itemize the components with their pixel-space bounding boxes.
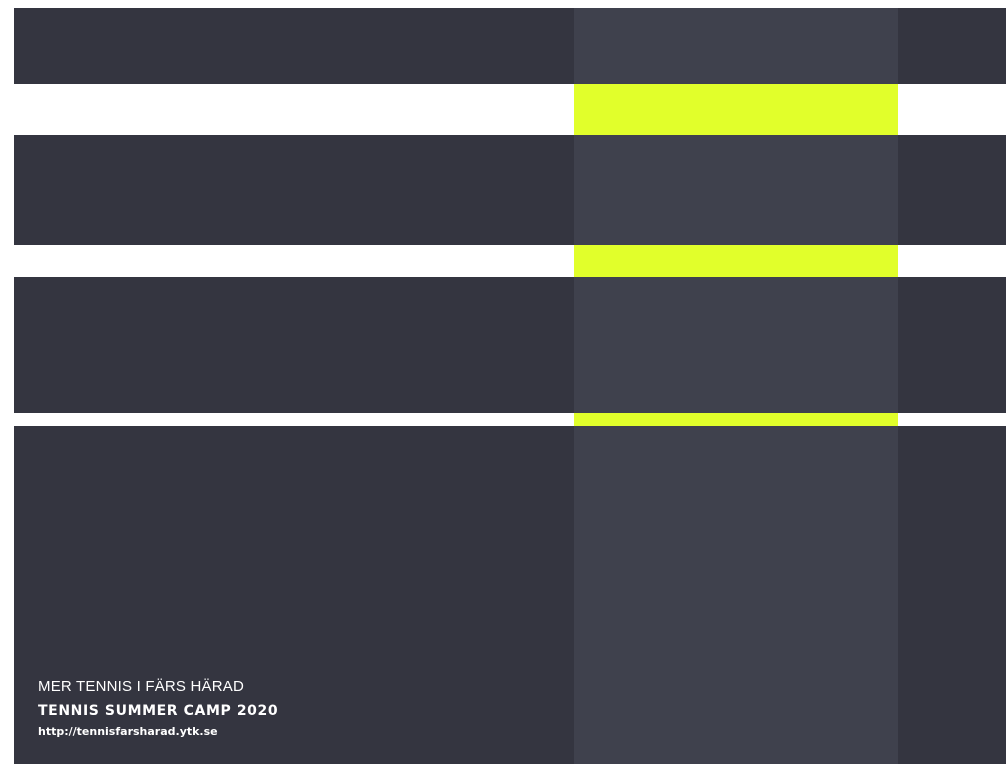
accent-stripe-1: [574, 84, 898, 135]
poster-url[interactable]: http://tennisfarsharad.ytk.se: [38, 725, 218, 738]
court-band-right: [898, 277, 1006, 413]
court-band-center: [574, 277, 898, 413]
poster-title: TENNIS SUMMER CAMP 2020: [38, 703, 279, 719]
court-band-center: [574, 426, 898, 764]
court-band-2: [14, 135, 1006, 245]
poster-canvas: [14, 8, 1006, 764]
court-band-3: [14, 277, 1006, 413]
poster-subtitle: MER TENNIS I FÄRS HÄRAD: [38, 678, 245, 695]
court-band-1: [14, 8, 1006, 84]
court-band-right: [898, 426, 1006, 764]
court-band-left: [14, 135, 574, 245]
court-band-left: [14, 8, 574, 84]
accent-stripe-2: [574, 245, 898, 277]
accent-stripe-3: [574, 413, 898, 426]
court-band-right: [898, 8, 1006, 84]
court-band-4: [14, 426, 1006, 764]
poster-caption: MER TENNIS I FÄRS HÄRAD TENNIS SUMMER CA…: [38, 676, 278, 741]
court-band-center: [574, 135, 898, 245]
court-band-right: [898, 135, 1006, 245]
court-band-left: [14, 426, 574, 764]
court-band-left: [14, 277, 574, 413]
court-band-center: [574, 8, 898, 84]
